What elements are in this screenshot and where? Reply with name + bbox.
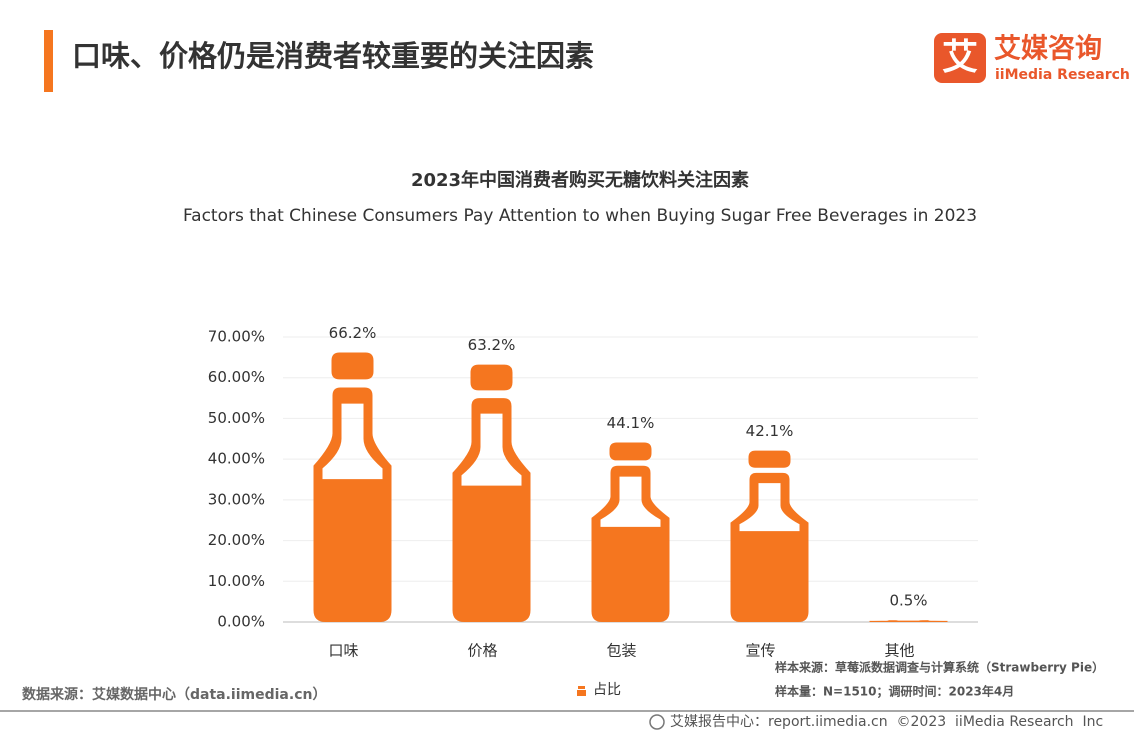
bar: [591, 442, 670, 622]
chart-subtitle: Factors that Chinese Consumers Pay Atten…: [183, 206, 977, 226]
bar: [869, 619, 948, 622]
sample-info: 样本量：N=1510；调研时间：2023年4月: [775, 684, 1014, 699]
bar: [730, 450, 809, 622]
globe-icon: [649, 714, 665, 730]
x-tick-label: 宣传: [745, 642, 775, 660]
logo-box: [934, 33, 986, 83]
chart-title: 2023年中国消费者购买无糖饮料关注因素: [411, 169, 749, 191]
y-tick-label: 20.00%: [208, 531, 265, 549]
logo-name: 艾媒咨询: [994, 33, 1102, 65]
y-tick-label: 10.00%: [208, 572, 265, 590]
x-tick-label: 其他: [884, 642, 914, 660]
logo-mark: 艾: [942, 37, 978, 78]
value-label: 66.2%: [329, 324, 377, 342]
value-label: 44.1%: [607, 414, 655, 432]
x-tick-label: 价格: [467, 642, 497, 660]
bar: [313, 352, 392, 622]
y-tick-label: 30.00%: [208, 490, 265, 508]
x-tick-label: 包装: [606, 642, 636, 660]
page-title: 口味、价格仍是消费者较重要的关注因素: [72, 39, 594, 73]
title-bar: [44, 30, 53, 92]
y-tick-label: 60.00%: [208, 368, 265, 386]
y-tick-label: 40.00%: [208, 450, 265, 468]
y-tick-label: 0.00%: [217, 613, 265, 631]
source: 数据来源：艾媒数据中心（data.iimedia.cn）: [22, 686, 326, 703]
value-label: 42.1%: [746, 422, 794, 440]
sample-source: 样本来源：草莓派数据调查与计算系统（Strawberry Pie）: [775, 660, 1104, 675]
legend-label: 占比: [593, 682, 621, 698]
x-tick-label: 口味: [328, 642, 358, 660]
y-tick-label: 70.00%: [208, 328, 265, 346]
y-tick-label: 50.00%: [208, 409, 265, 427]
value-label: 0.5%: [889, 591, 927, 609]
logo-sub: iiMedia Research: [995, 67, 1130, 83]
copyright: 艾媒报告中心：report.iimedia.cn ©2023 iiMedia R…: [670, 714, 1103, 730]
value-label: 63.2%: [468, 336, 516, 354]
bar: [452, 364, 531, 622]
legend-icon: [577, 686, 586, 696]
